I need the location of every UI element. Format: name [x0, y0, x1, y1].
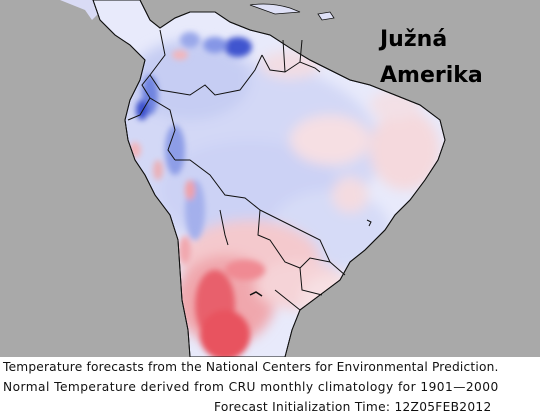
coastline-outline	[92, 0, 446, 357]
region-label-line1: Južná	[380, 27, 448, 52]
region-label-line2: Amerika	[380, 63, 483, 88]
central-america-land	[0, 0, 100, 20]
caption-line-init-time: Forecast Initialization Time: 12Z05FEB20…	[214, 400, 492, 414]
caribbean-island	[317, 11, 335, 21]
right-border	[540, 0, 552, 357]
caption: Temperature forecasts from the National …	[0, 358, 552, 419]
lake-mark	[249, 291, 263, 297]
caption-line-source: Temperature forecasts from the National …	[3, 360, 499, 374]
caribbean-island	[249, 3, 301, 15]
region-label: Južná Amerika	[380, 22, 483, 94]
temperature-anomaly-map: Južná Amerika	[0, 0, 552, 357]
map-graphic	[0, 0, 552, 357]
caption-line-climatology: Normal Temperature derived from CRU mont…	[3, 380, 499, 394]
lake-mark	[366, 219, 372, 227]
country-borders	[127, 29, 346, 311]
